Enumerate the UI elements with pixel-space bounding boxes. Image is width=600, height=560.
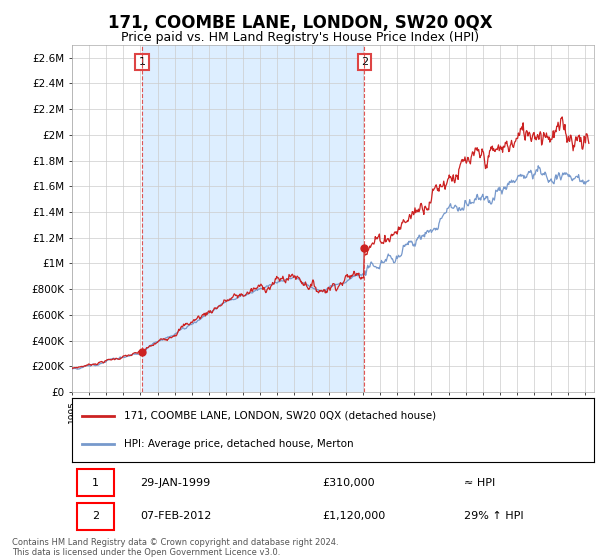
Text: 2: 2: [92, 511, 99, 521]
Text: Price paid vs. HM Land Registry's House Price Index (HPI): Price paid vs. HM Land Registry's House …: [121, 31, 479, 44]
Text: Contains HM Land Registry data © Crown copyright and database right 2024.
This d: Contains HM Land Registry data © Crown c…: [12, 538, 338, 557]
Bar: [142, 45, 364, 392]
FancyBboxPatch shape: [77, 503, 114, 530]
Text: HPI: Average price, detached house, Merton: HPI: Average price, detached house, Mert…: [124, 439, 354, 449]
Text: 29% ↑ HPI: 29% ↑ HPI: [464, 511, 523, 521]
Text: 171, COOMBE LANE, LONDON, SW20 0QX: 171, COOMBE LANE, LONDON, SW20 0QX: [107, 14, 493, 32]
Text: £310,000: £310,000: [323, 478, 375, 488]
Text: 1: 1: [139, 57, 145, 67]
Text: 2: 2: [361, 57, 368, 67]
FancyBboxPatch shape: [77, 469, 114, 496]
Text: ≈ HPI: ≈ HPI: [464, 478, 495, 488]
Text: 171, COOMBE LANE, LONDON, SW20 0QX (detached house): 171, COOMBE LANE, LONDON, SW20 0QX (deta…: [124, 410, 436, 421]
Text: £1,120,000: £1,120,000: [323, 511, 386, 521]
Text: 1: 1: [92, 478, 99, 488]
Text: 29-JAN-1999: 29-JAN-1999: [140, 478, 210, 488]
Text: 07-FEB-2012: 07-FEB-2012: [140, 511, 211, 521]
